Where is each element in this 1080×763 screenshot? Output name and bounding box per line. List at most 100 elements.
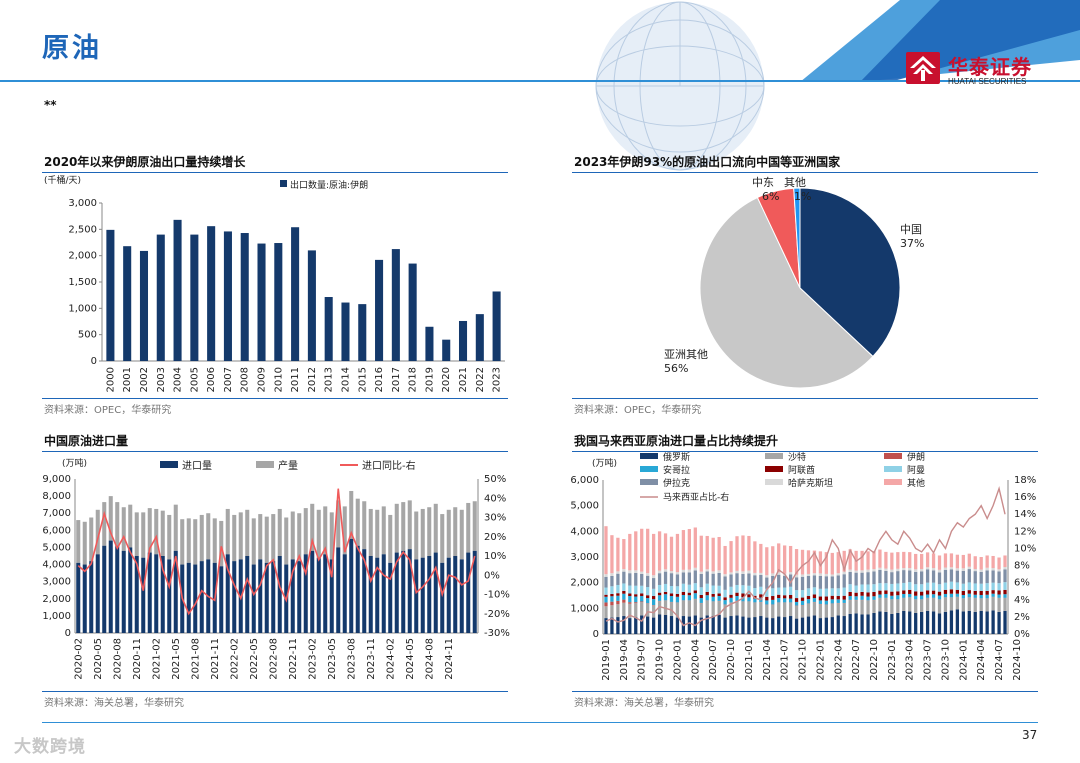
chart4-stack-segment: [651, 599, 656, 605]
chart4-stack-segment: [657, 584, 662, 593]
chart4-xtick: 2020-07: [708, 639, 719, 681]
chart1-xtick: 2015: [357, 367, 368, 392]
chart3-import-bar: [193, 564, 198, 633]
chart4-stack-segment: [896, 591, 900, 596]
chart1-bar: [274, 243, 283, 361]
chart4-stack-segment: [836, 615, 840, 634]
chart4-stack-segment: [753, 617, 757, 634]
chart4-stack-segment: [866, 600, 870, 615]
chart4-stack-segment: [693, 570, 697, 584]
chart4-stack-segment: [705, 535, 709, 570]
chart4-stack-segment: [997, 569, 1001, 572]
chart4-stack-segment: [854, 613, 858, 634]
chart4-stack-segment: [663, 591, 668, 595]
chart4-stack-segment: [830, 574, 834, 577]
chart4-y2tick: 2%: [1014, 612, 1030, 623]
chart4-stack-segment: [961, 570, 965, 584]
chart3-import-bar: [381, 554, 386, 633]
chart4-stack-segment: [997, 583, 1001, 591]
chart4-stack-segment: [806, 603, 811, 617]
chart4-stack-segment: [693, 567, 697, 571]
chart3-production-bar: [466, 502, 471, 553]
chart3-import-bar: [134, 556, 139, 633]
chart1-bar: [123, 246, 132, 361]
chart4-stack-segment: [818, 596, 823, 601]
chart3-xtick: 2022-11: [288, 638, 299, 680]
chart1-xtick: 2006: [206, 367, 217, 392]
chart3-production-bar: [115, 502, 120, 546]
chart4-stack-segment: [651, 596, 656, 600]
chart4-legend-swatch: [640, 453, 658, 459]
chart3-production-bar: [375, 509, 380, 558]
chart4-stack-segment: [920, 571, 924, 585]
chart4-xtick: 2021-04: [762, 639, 773, 681]
chart4-stack-segment: [1003, 610, 1007, 634]
chart4-stack-segment: [794, 598, 799, 602]
chart4-stack-segment: [908, 589, 912, 594]
chart4-stack-segment: [646, 603, 650, 617]
chart3-import-bar: [368, 556, 373, 633]
chart4-stack-segment: [830, 576, 834, 589]
chart4-stack-segment: [943, 582, 948, 590]
chart4-stack-segment: [943, 553, 948, 568]
chart4-stack-segment: [812, 587, 817, 595]
chart4-stack-segment: [848, 600, 852, 614]
chart4-xtick: 2023-04: [905, 639, 916, 681]
chart4-stack-segment: [783, 587, 787, 596]
chart4-stack-segment: [1003, 594, 1007, 598]
chart3-production-bar: [134, 512, 139, 556]
chart3-import-bar: [472, 550, 477, 633]
chart4-stack-segment: [604, 596, 608, 603]
chart3-import-bar: [76, 562, 81, 633]
chart4-stack-segment: [693, 527, 697, 568]
chart1-title: 2020年以来伊朗原油出口量持续增长: [44, 155, 246, 169]
chart4-stack-segment: [985, 570, 989, 584]
chart3-ytick: 7,000: [42, 508, 71, 519]
chart3-production-bar: [323, 506, 328, 555]
chart1-bar: [207, 226, 216, 361]
chart4-stack-segment: [717, 536, 721, 571]
chart4-source: 资料来源：海关总署，华泰研究: [574, 698, 714, 709]
chart1-bar: [190, 234, 199, 361]
chart4-stack-segment: [949, 597, 954, 611]
chart3-production-bar: [459, 509, 464, 560]
chart4-stack-segment: [741, 616, 745, 634]
chart4-stack-segment: [771, 588, 775, 597]
chart4-stack-segment: [675, 593, 680, 597]
chart4-stack-segment: [693, 583, 697, 591]
chart4-stack-segment: [824, 604, 828, 618]
chart4-stack-segment: [711, 585, 715, 594]
chart4-stack-segment: [777, 587, 781, 595]
chart4-stack-segment: [943, 569, 948, 583]
chart4-stack-segment: [675, 574, 680, 587]
chart3-production-bar: [82, 521, 87, 565]
chart4-stack-segment: [634, 572, 638, 586]
chart4-stack-segment: [848, 584, 852, 592]
chart4-stack-segment: [765, 600, 769, 605]
chart4-stack-segment: [872, 551, 876, 570]
chart4-stack-segment: [699, 535, 703, 572]
chart4-bottom-rule: [572, 691, 1038, 692]
chart4-stack-segment: [914, 595, 918, 600]
chart4-stack-segment: [794, 601, 799, 606]
chart4-stack-segment: [931, 598, 936, 612]
chart3-ytick: 5,000: [42, 542, 71, 553]
chart4-stack-segment: [616, 584, 620, 594]
chart4-stack-segment: [985, 598, 989, 612]
chart3-import-bar: [316, 557, 321, 633]
chart4-xtick: 2019-07: [637, 639, 648, 681]
chart4-stack-segment: [914, 591, 918, 596]
chart3-legend-label: 产量: [278, 459, 298, 472]
chart3-production-bar: [251, 518, 256, 565]
chart4-stack-segment: [979, 610, 983, 634]
chart4-y2tick: 4%: [1014, 595, 1030, 606]
chart4-stack-segment: [687, 616, 691, 634]
chart3-production-bar: [336, 500, 341, 548]
chart4-stack-segment: [902, 570, 906, 583]
chart4-stack-segment: [604, 594, 608, 597]
chart4-stack-segment: [669, 571, 674, 574]
chart4-legend-label: 马来西亚占比-右: [663, 491, 729, 503]
chart3-production-bar: [206, 513, 211, 560]
chart4-stack-segment: [651, 617, 656, 634]
chart4-stack-segment: [634, 585, 638, 595]
